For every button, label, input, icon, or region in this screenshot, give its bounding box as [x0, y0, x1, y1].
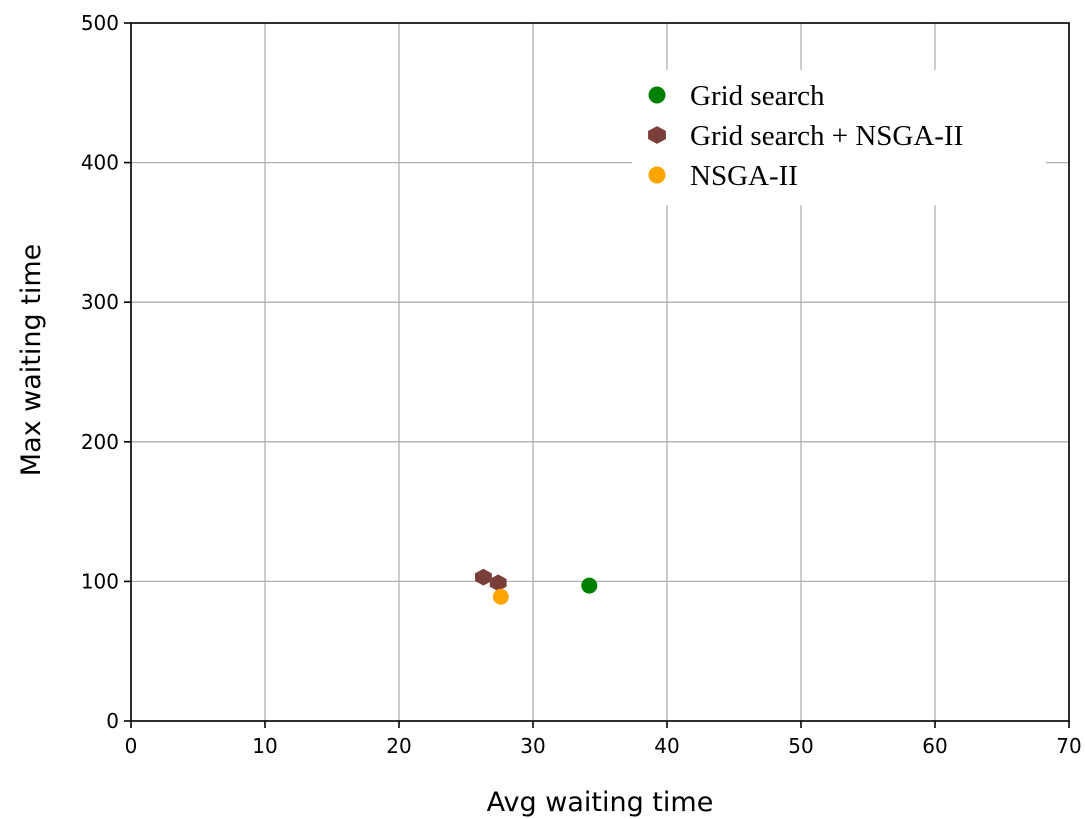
y-tick-label: 500: [81, 11, 119, 35]
x-tick-label: 30: [520, 734, 545, 758]
data-point: [475, 568, 492, 586]
plot-frame: [130, 22, 1070, 722]
x-tick-label: 50: [788, 734, 813, 758]
y-tick-label: 0: [106, 709, 119, 733]
axis-ticks: 0 10 20 30 40 50 60 70 0 100 200 300 400 500: [81, 11, 1082, 758]
legend-label: Grid search: [690, 80, 825, 112]
data-points: [475, 568, 598, 605]
legend-marker: [648, 126, 666, 144]
legend-label: NSGA-II: [690, 160, 798, 192]
legend-marker: [648, 86, 666, 104]
data-point: [581, 577, 598, 594]
x-tick-label: 10: [252, 734, 277, 758]
y-tick-label: 400: [81, 151, 119, 175]
legend-label: Grid search + NSGA-II: [690, 120, 963, 152]
data-point: [489, 574, 507, 592]
x-axis-label: Avg waiting time: [487, 787, 714, 818]
y-tick-label: 200: [81, 430, 119, 454]
x-tick-label: 70: [1056, 734, 1081, 758]
x-tick-label: 60: [922, 734, 947, 758]
y-tick-label: 100: [81, 569, 119, 593]
legend-background: [632, 70, 1046, 205]
y-axis-label: Max waiting time: [16, 244, 47, 476]
legend-marker: [648, 166, 666, 184]
data-point: [492, 588, 509, 605]
y-tick-label: 300: [81, 290, 119, 314]
x-tick-label: 0: [125, 734, 138, 758]
x-tick-label: 20: [386, 734, 411, 758]
legend: Grid search Grid search + NSGA-II NSGA-II: [632, 70, 1046, 205]
x-tick-label: 40: [654, 734, 679, 758]
